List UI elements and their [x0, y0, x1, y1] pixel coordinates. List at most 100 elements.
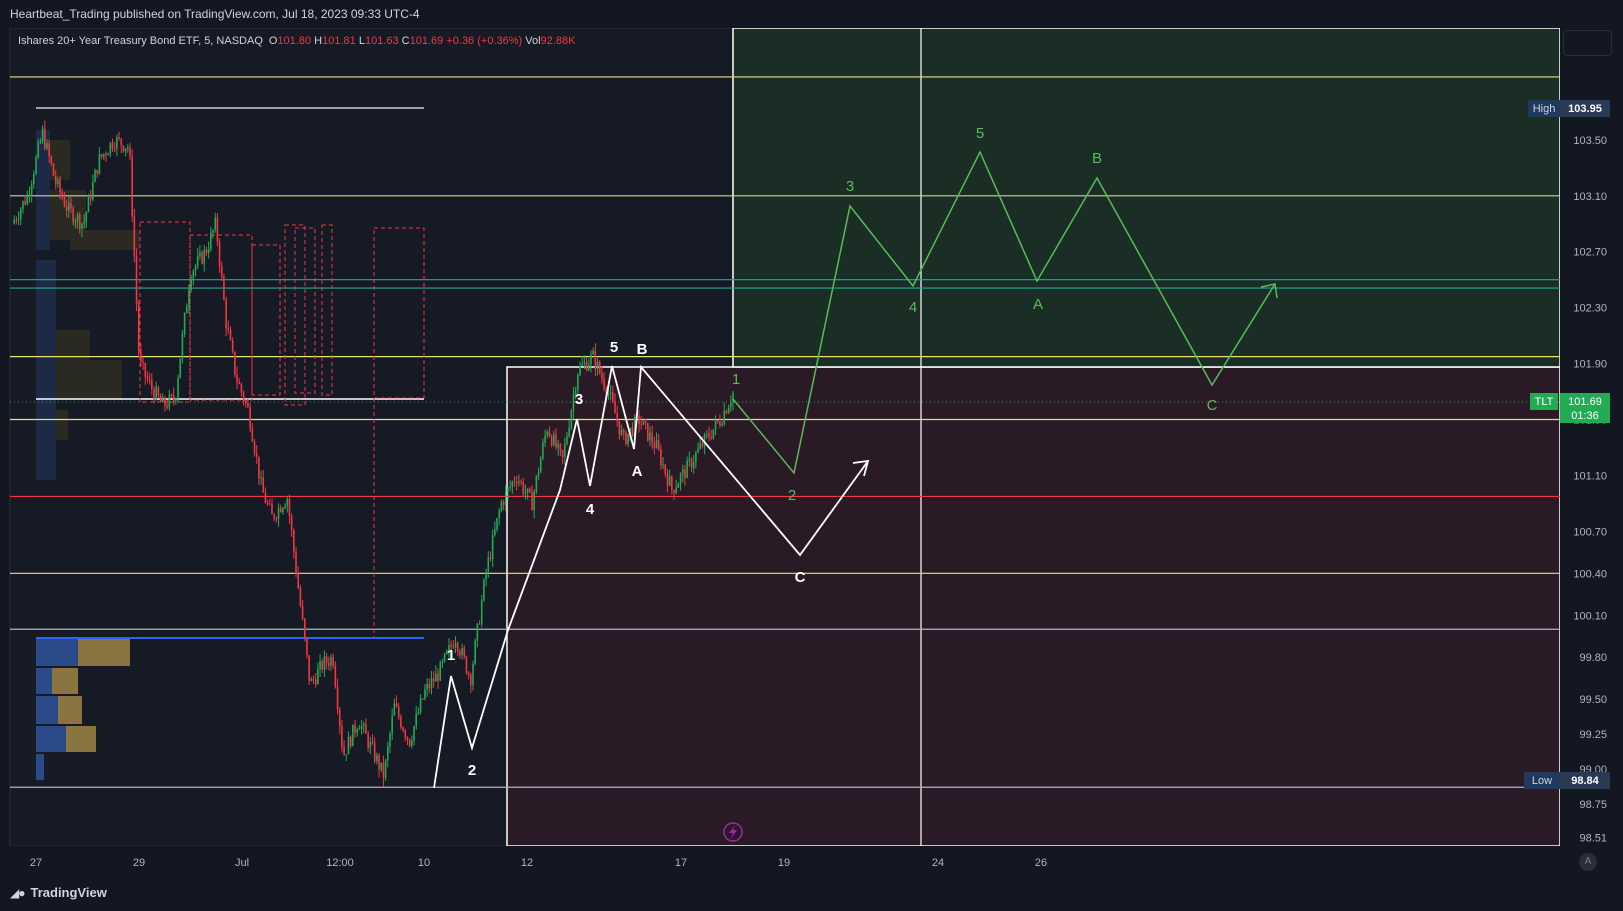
price-axis[interactable]: [1560, 28, 1623, 876]
candle-body: [216, 217, 219, 242]
candle-body: [196, 256, 199, 266]
candle-body: [343, 747, 345, 755]
candle-body: [183, 313, 186, 334]
white-wave-label-b: B: [637, 341, 648, 358]
candle-body: [520, 481, 522, 483]
candle-body: [306, 637, 308, 656]
time-tick-1: 29: [133, 857, 145, 869]
candle-body: [384, 760, 387, 779]
candle-body: [100, 154, 103, 157]
candle-body: [588, 364, 590, 371]
candle-body: [603, 378, 605, 389]
candle-body: [39, 141, 42, 143]
green-wave-label-3: 3: [846, 178, 854, 195]
candle-body: [439, 662, 442, 681]
candle-body: [190, 279, 192, 291]
candle-body: [310, 679, 313, 682]
candle-body: [330, 657, 332, 666]
candle-body: [240, 383, 243, 393]
candle-body: [297, 573, 300, 589]
lightning-icon[interactable]: [723, 822, 743, 842]
candle-body: [266, 502, 269, 504]
candle-body: [408, 739, 411, 746]
candle-body: [428, 684, 431, 689]
candle-body: [271, 504, 273, 515]
legend-close: 101.69: [409, 35, 444, 47]
candle-body: [137, 303, 140, 351]
candle-body: [507, 487, 509, 492]
green-target-zone: [732, 28, 1561, 368]
candle-body: [594, 350, 597, 369]
candle-body: [57, 179, 59, 185]
candle-body: [380, 762, 383, 770]
candle-body: [72, 208, 74, 223]
time-tick-0: 27: [30, 857, 42, 869]
candle-body: [524, 492, 527, 494]
volume-profile-lower: [36, 638, 130, 780]
candle-body: [459, 651, 461, 656]
candle-body: [262, 477, 265, 493]
candle-body: [544, 435, 546, 443]
candle-body: [640, 424, 643, 426]
candle-body: [572, 394, 575, 411]
candle-body: [566, 436, 568, 444]
candle-body: [365, 724, 367, 734]
candle-body: [389, 733, 391, 747]
candle-body: [181, 333, 184, 359]
candle-body: [148, 379, 151, 381]
candle-body: [618, 421, 621, 435]
candle-body: [168, 394, 171, 408]
candle-body: [144, 362, 147, 377]
candle-body: [642, 421, 645, 425]
candle-body: [559, 443, 562, 451]
white-wave-label-5: 5: [610, 339, 618, 356]
candle-body: [675, 487, 677, 494]
candle-body: [362, 724, 365, 726]
candle-body: [391, 715, 393, 734]
candle-body: [194, 265, 197, 272]
red-target-zone: [506, 366, 1561, 847]
candle-body: [260, 477, 262, 479]
candle-body: [601, 372, 603, 379]
candle-body: [424, 689, 426, 699]
candle-body: [382, 762, 385, 779]
candle-body: [116, 137, 118, 149]
time-axis[interactable]: [10, 846, 1560, 876]
chart-settings-button[interactable]: [1563, 30, 1612, 56]
time-tick-9: 26: [1035, 857, 1047, 869]
candle-body: [714, 420, 717, 430]
candle-body: [43, 128, 46, 149]
candle-body: [708, 433, 710, 438]
candle-body: [212, 230, 214, 233]
price-tick-0: 103.50: [1573, 135, 1607, 147]
candle-body: [352, 724, 354, 747]
price-tick-2: 102.70: [1573, 247, 1607, 259]
candle-body: [107, 153, 109, 156]
time-tick-2: Jul: [235, 857, 249, 869]
candle-body: [546, 431, 549, 436]
candle-body: [293, 530, 295, 553]
price-chart[interactable]: 1 2 3 4 5 A B C 1 2 3 4 5 A B C 103.5010…: [0, 28, 1623, 876]
candle-body: [445, 650, 448, 654]
candle-body: [437, 673, 439, 681]
candle-body: [397, 706, 400, 718]
publish-header: Heartbeat_Trading published on TradingVi…: [0, 0, 1623, 28]
candle-body: [622, 429, 625, 433]
auto-scale-button[interactable]: A: [1579, 853, 1597, 871]
last-badge-countdown: 01:36: [1571, 410, 1599, 422]
candle-body: [59, 179, 61, 193]
candle-body: [454, 643, 457, 648]
candle-body: [28, 194, 31, 196]
candle-body: [122, 145, 125, 152]
candle-body: [703, 434, 706, 447]
candle-body: [244, 401, 247, 403]
candle-body: [563, 443, 566, 457]
candle-body: [242, 392, 245, 402]
white-wave-label-a: A: [632, 463, 643, 480]
candle-body: [660, 449, 662, 466]
symbol-legend[interactable]: Ishares 20+ Year Treasury Bond ETF, 5, N…: [18, 35, 575, 47]
candle-body: [142, 361, 144, 363]
candle-body: [373, 743, 376, 762]
candle-body: [85, 212, 88, 222]
candle-body: [338, 709, 341, 726]
